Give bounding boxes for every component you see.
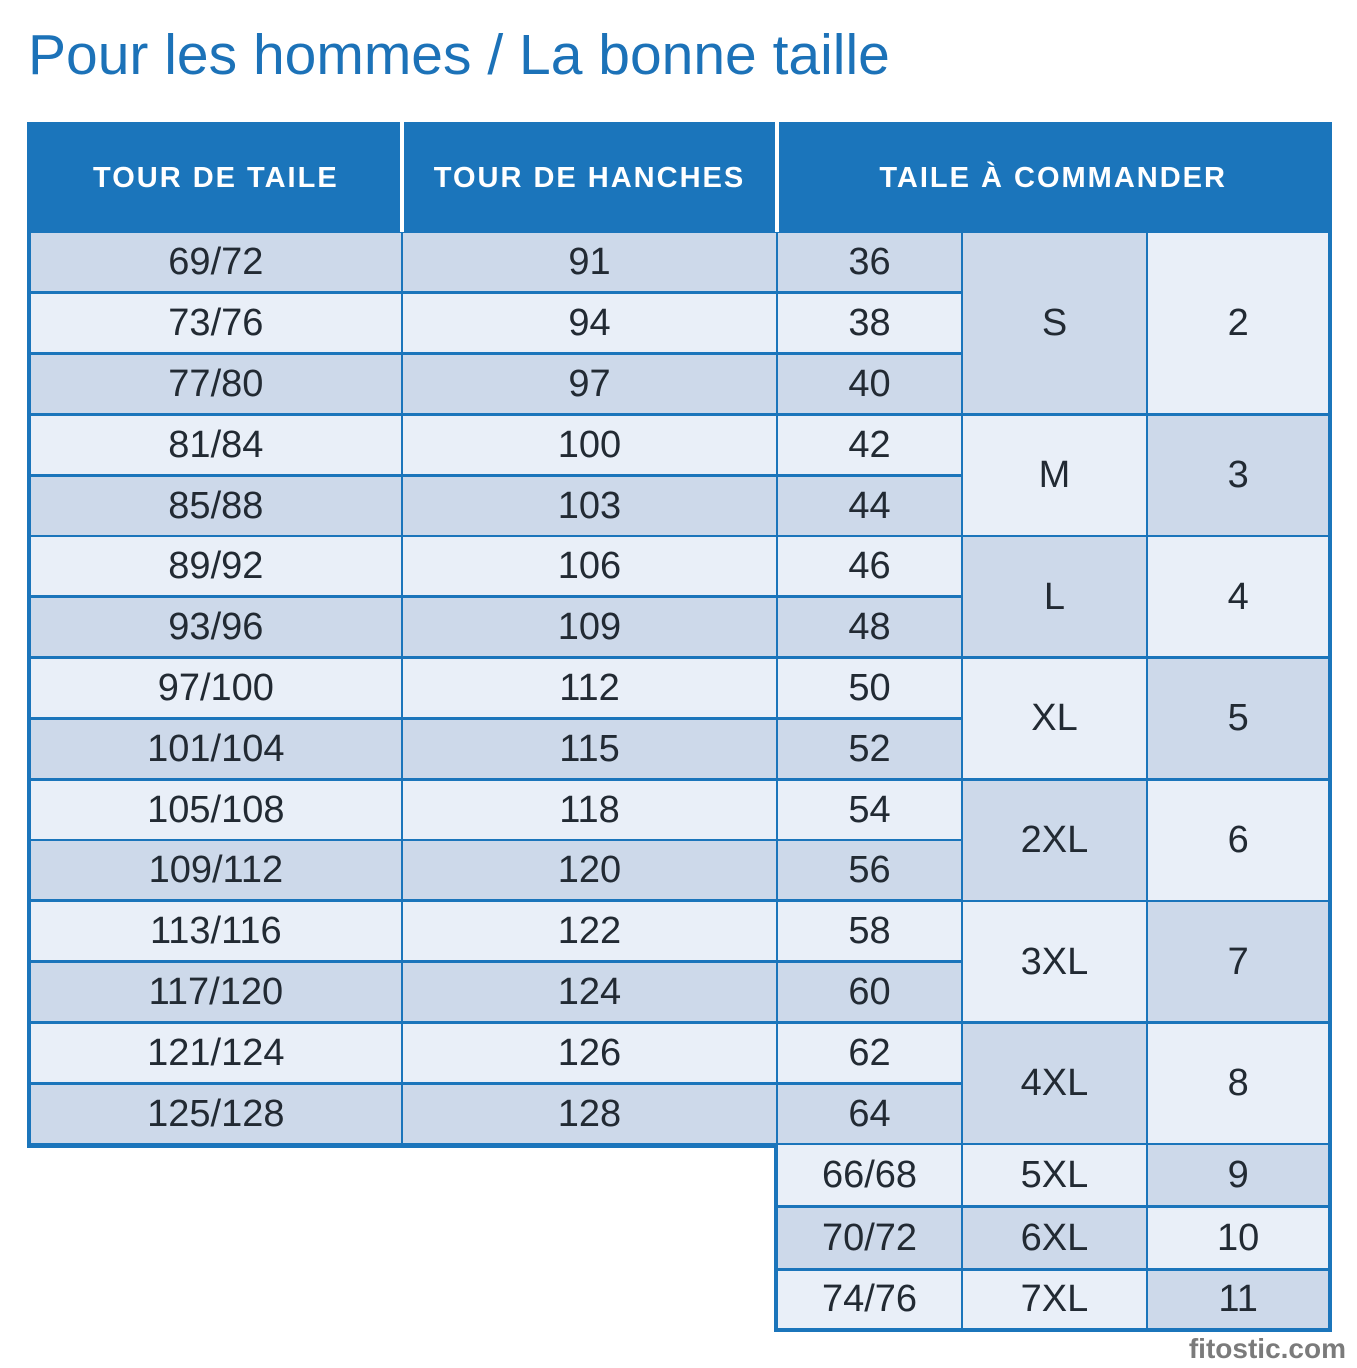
size-cell: 58 [778, 902, 961, 961]
hips-cell: 91 [403, 233, 776, 292]
size-cell: 66/68 [778, 1145, 961, 1206]
header-separator [399, 122, 405, 232]
size-cell: 64 [778, 1084, 961, 1143]
empty-region [27, 1148, 774, 1332]
size-cell: 60 [778, 962, 961, 1022]
order-cell: 9 [1148, 1145, 1328, 1206]
size-cell: 44 [778, 476, 961, 535]
size-chart-table: TOUR DE TAILE TOUR DE HANCHES TAILE À COMM… [27, 122, 1332, 1332]
page-title: Pour les hommes / La bonne taille [28, 23, 890, 87]
size-group-cell: 4XL [963, 1023, 1146, 1143]
size-group-cell: M [963, 415, 1146, 535]
hips-cell: 94 [403, 294, 776, 353]
size-group-cell: S [963, 233, 1146, 414]
size-cell: 70/72 [778, 1207, 961, 1269]
hips-cell: 118 [403, 780, 776, 839]
hips-cell: 109 [403, 598, 776, 657]
hips-cell: 124 [403, 962, 776, 1022]
order-cell: 11 [1148, 1270, 1328, 1328]
waist-cell: 101/104 [31, 719, 401, 778]
hips-cell: 126 [403, 1023, 776, 1082]
waist-cell: 69/72 [31, 233, 401, 292]
size-cell: 36 [778, 233, 961, 292]
order-cell: 5 [1148, 658, 1328, 778]
waist-cell: 121/124 [31, 1023, 401, 1082]
waist-cell: 81/84 [31, 415, 401, 474]
hips-cell: 122 [403, 902, 776, 961]
waist-cell: 93/96 [31, 598, 401, 657]
waist-cell: 113/116 [31, 902, 401, 961]
order-cell: 10 [1148, 1207, 1328, 1269]
order-cell: 2 [1148, 233, 1328, 414]
size-cell: 52 [778, 719, 961, 778]
hips-cell: 103 [403, 476, 776, 535]
waist-cell: 97/100 [31, 658, 401, 718]
hips-cell: 106 [403, 537, 776, 596]
size-cell: 74/76 [778, 1270, 961, 1328]
column-header-tour-de-hanches: TOUR DE HANCHES [403, 126, 776, 231]
waist-cell: 109/112 [31, 841, 401, 900]
order-cell: 6 [1148, 780, 1328, 900]
size-group-cell: 2XL [963, 780, 1146, 900]
size-group-cell: XL [963, 658, 1146, 778]
order-cell: 7 [1148, 902, 1328, 1022]
watermark: fitostic.com [1188, 1333, 1346, 1364]
waist-cell: 85/88 [31, 476, 401, 535]
waist-cell: 117/120 [31, 962, 401, 1022]
size-group-cell: 5XL [963, 1145, 1146, 1206]
size-cell: 56 [778, 841, 961, 900]
size-cell: 54 [778, 780, 961, 839]
size-cell: 50 [778, 658, 961, 718]
order-cell: 4 [1148, 537, 1328, 657]
waist-cell: 105/108 [31, 780, 401, 839]
waist-cell: 77/80 [31, 354, 401, 414]
size-cell: 40 [778, 354, 961, 414]
waist-cell: 73/76 [31, 294, 401, 353]
hips-cell: 112 [403, 658, 776, 718]
size-cell: 42 [778, 415, 961, 474]
column-header-tour-de-taille: TOUR DE TAILE [31, 126, 401, 231]
header-separator [774, 122, 780, 232]
hips-cell: 128 [403, 1084, 776, 1143]
size-group-cell: 7XL [963, 1270, 1146, 1328]
order-cell: 8 [1148, 1023, 1328, 1143]
hips-cell: 100 [403, 415, 776, 474]
column-header-taille-a-commander: TAILE À COMMANDER [778, 126, 1328, 231]
waist-cell: 89/92 [31, 537, 401, 596]
size-cell: 48 [778, 598, 961, 657]
size-group-cell: 6XL [963, 1207, 1146, 1269]
hips-cell: 115 [403, 719, 776, 778]
size-group-cell: 3XL [963, 902, 1146, 1022]
order-cell: 3 [1148, 415, 1328, 535]
size-cell: 38 [778, 294, 961, 353]
size-cell: 46 [778, 537, 961, 596]
hips-cell: 120 [403, 841, 776, 900]
size-cell: 62 [778, 1023, 961, 1082]
waist-cell: 125/128 [31, 1084, 401, 1143]
hips-cell: 97 [403, 354, 776, 414]
size-group-cell: L [963, 537, 1146, 657]
